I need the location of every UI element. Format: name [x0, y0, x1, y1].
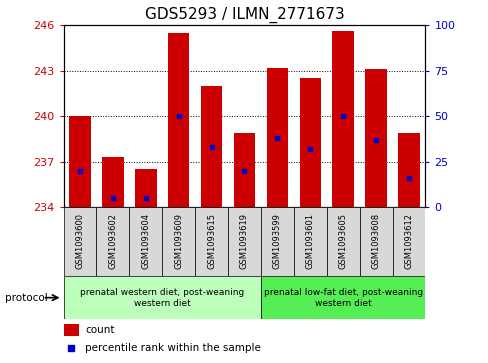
Bar — [261, 276, 425, 319]
Bar — [299, 78, 320, 207]
Bar — [233, 133, 255, 207]
Text: GSM1093609: GSM1093609 — [174, 213, 183, 269]
Text: GSM1093600: GSM1093600 — [75, 213, 84, 269]
Bar — [326, 207, 359, 276]
Bar — [266, 68, 287, 207]
Bar — [332, 32, 353, 207]
Text: GSM1093608: GSM1093608 — [371, 213, 380, 269]
Bar — [63, 207, 96, 276]
Bar — [102, 157, 123, 207]
Bar — [195, 207, 227, 276]
Text: protocol: protocol — [5, 293, 47, 303]
Bar — [69, 116, 91, 207]
Bar — [96, 207, 129, 276]
Bar — [63, 325, 79, 337]
Text: prenatal western diet, post-weaning
western diet: prenatal western diet, post-weaning west… — [80, 287, 244, 308]
Bar — [261, 207, 293, 276]
Bar — [135, 169, 156, 207]
Bar — [392, 207, 425, 276]
Text: GSM1093619: GSM1093619 — [240, 213, 248, 269]
Bar — [359, 207, 392, 276]
Text: percentile rank within the sample: percentile rank within the sample — [85, 343, 261, 354]
Bar — [227, 207, 261, 276]
Bar — [365, 69, 386, 207]
Text: prenatal low-fat diet, post-weaning
western diet: prenatal low-fat diet, post-weaning west… — [263, 287, 422, 308]
Text: GSM1093599: GSM1093599 — [272, 213, 281, 269]
Text: GSM1093612: GSM1093612 — [404, 213, 413, 269]
Text: GSM1093605: GSM1093605 — [338, 213, 347, 269]
Text: count: count — [85, 325, 115, 335]
Bar — [201, 86, 222, 207]
Bar — [63, 276, 261, 319]
Text: GSM1093601: GSM1093601 — [305, 213, 314, 269]
Bar — [293, 207, 326, 276]
Text: GSM1093615: GSM1093615 — [207, 213, 216, 269]
Title: GDS5293 / ILMN_2771673: GDS5293 / ILMN_2771673 — [144, 7, 344, 23]
Bar — [397, 133, 419, 207]
Bar — [162, 207, 195, 276]
Text: GSM1093602: GSM1093602 — [108, 213, 117, 269]
Bar — [168, 33, 189, 207]
Bar — [129, 207, 162, 276]
Text: GSM1093604: GSM1093604 — [141, 213, 150, 269]
